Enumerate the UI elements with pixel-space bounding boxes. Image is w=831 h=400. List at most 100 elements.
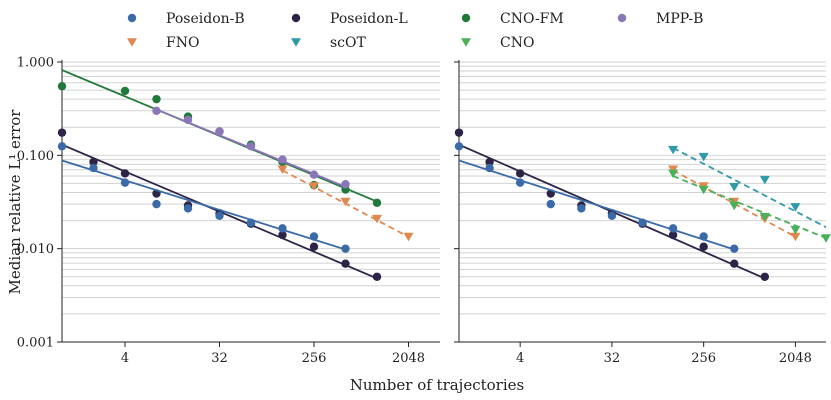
legend-marker-cno [461, 38, 471, 47]
fit-line-scot [672, 147, 827, 228]
legend-marker-cno-fm [461, 13, 471, 23]
data-point-poseidon-b [730, 244, 739, 253]
series-mpp-b [152, 106, 350, 189]
data-point-fno [372, 214, 382, 224]
data-point-poseidon-b [341, 244, 350, 253]
x-tick-label: 32 [604, 351, 621, 366]
data-point-poseidon-b [607, 211, 617, 220]
data-point-poseidon-b [515, 178, 525, 187]
data-point-poseidon-l [760, 272, 770, 281]
data-point-scot [698, 152, 709, 162]
data-point-mpp-b [278, 155, 287, 164]
x-tick-label: 4 [516, 351, 524, 366]
fit-line-poseidon-b [61, 159, 346, 251]
data-point-poseidon-b [215, 211, 224, 220]
data-point-poseidon-l [372, 272, 382, 281]
data-point-poseidon-l [57, 128, 67, 137]
data-point-cno [729, 201, 740, 211]
data-point-cno [821, 234, 831, 243]
data-point-fno [790, 232, 801, 242]
data-point-fno [277, 165, 288, 174]
legend-item-cno-fm: CNO-FM [461, 11, 564, 27]
legend-marker-poseidon-b [127, 13, 137, 23]
data-point-poseidon-b [668, 224, 678, 233]
legend-item-fno: FNO [127, 35, 199, 51]
data-point-poseidon-l [120, 169, 130, 178]
legend: Poseidon-B Poseidon-L CNO-FM MPP-B FNO scOT CN… [127, 11, 703, 51]
data-point-poseidon-l [730, 259, 739, 268]
data-point-poseidon-l [668, 230, 678, 240]
data-point-cno [790, 225, 801, 235]
data-point-scot [759, 175, 770, 185]
data-point-poseidon-b [120, 178, 130, 187]
legend-item-cno: CNO [461, 35, 534, 51]
data-point-mpp-b [152, 106, 161, 116]
y-tick-label: 0.001 [17, 336, 54, 351]
x-tick-label: 2048 [779, 351, 812, 366]
data-point-scot [790, 203, 801, 212]
data-point-poseidon-b [152, 199, 161, 209]
data-point-poseidon-l [515, 169, 525, 178]
y-tick-label: 1.000 [17, 56, 54, 71]
data-point-fno [403, 232, 414, 242]
legend-label: Poseidon-L [330, 11, 408, 27]
x-tick-label: 256 [691, 351, 716, 366]
x-axis-title: Number of trajectories [350, 376, 524, 394]
data-point-poseidon-l [89, 157, 98, 167]
data-point-poseidon-b [485, 163, 494, 173]
data-point-mpp-b [183, 115, 193, 125]
data-point-poseidon-b [638, 218, 647, 227]
data-point-fno [340, 197, 351, 207]
series-scot [668, 145, 827, 228]
data-point-poseidon-b [246, 218, 256, 227]
data-point-cno-fm [152, 94, 161, 104]
legend-label: scOT [330, 35, 367, 51]
data-point-fno [309, 182, 319, 191]
data-point-scot [668, 145, 679, 155]
y-tick-label: 0.100 [17, 149, 54, 164]
data-point-poseidon-l [341, 259, 350, 268]
fit-line-cno [672, 175, 827, 239]
data-point-cno [668, 169, 679, 179]
legend-label: MPP-B [656, 11, 703, 27]
data-point-poseidon-l [454, 128, 464, 137]
data-point-scot [729, 183, 740, 192]
series-poseidon-l [454, 128, 770, 281]
data-point-cno-fm [372, 198, 382, 208]
data-point-cno-fm [57, 82, 67, 91]
data-point-poseidon-b [546, 199, 555, 209]
y-tick-label: 0.010 [17, 242, 54, 257]
data-point-cno [759, 212, 770, 222]
legend-marker-mpp-b [617, 13, 627, 23]
legend-marker-scot [291, 38, 301, 47]
legend-label: FNO [166, 35, 199, 51]
legend-label: Poseidon-B [166, 11, 245, 27]
legend-marker-poseidon-l [291, 13, 301, 23]
y-axis-title: Median relative L¹ error [6, 109, 24, 295]
legend-item-poseidon-l: Poseidon-L [291, 11, 408, 27]
data-point-mpp-b [341, 180, 350, 189]
fit-line-fno [672, 169, 796, 238]
data-point-poseidon-b [57, 142, 67, 151]
data-point-mpp-b [246, 142, 256, 151]
data-point-cno [698, 185, 709, 195]
legend-item-poseidon-b: Poseidon-B [127, 11, 245, 27]
data-point-poseidon-b [309, 232, 319, 241]
series-poseidon-b [57, 142, 350, 253]
data-point-mpp-b [309, 170, 319, 179]
data-point-poseidon-l [278, 230, 287, 240]
x-tick-label: 32 [211, 351, 228, 366]
data-point-poseidon-b [89, 163, 98, 173]
data-point-poseidon-b [454, 142, 464, 151]
x-tick-label: 4 [121, 351, 129, 366]
legend-label: CNO-FM [500, 11, 564, 27]
data-point-poseidon-l [699, 242, 708, 251]
data-point-poseidon-b [699, 232, 708, 241]
series-cno [668, 169, 831, 243]
x-tick-label: 256 [302, 351, 327, 366]
series-fno [277, 165, 414, 242]
legend-label: CNO [500, 35, 534, 51]
legend-item-scot: scOT [291, 35, 367, 51]
data-point-cno-fm [120, 86, 130, 96]
